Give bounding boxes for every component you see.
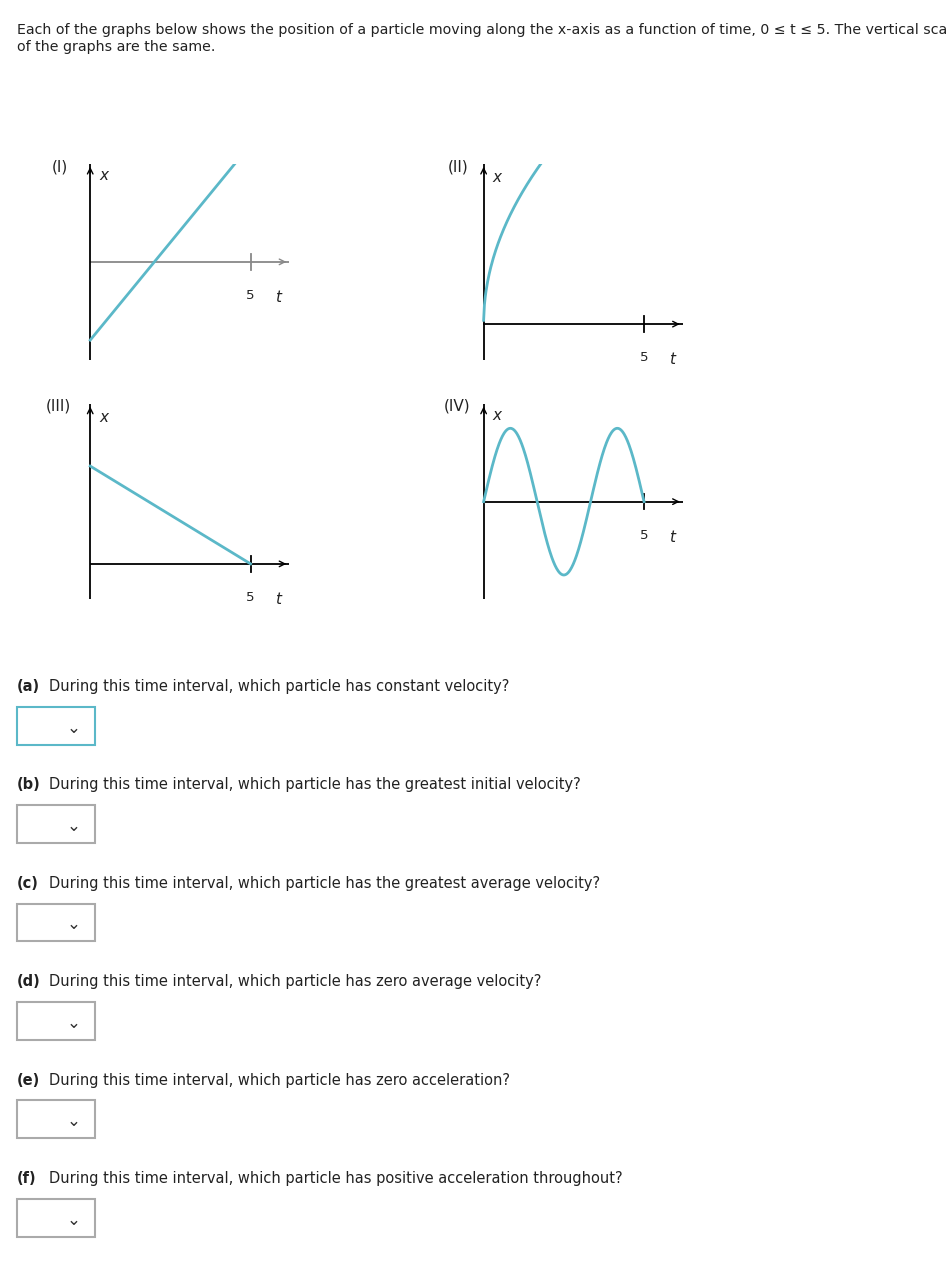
Text: (III): (III) — [46, 399, 71, 414]
Text: During this time interval, which particle has zero acceleration?: During this time interval, which particl… — [49, 1073, 510, 1088]
Text: During this time interval, which particle has constant velocity?: During this time interval, which particl… — [49, 679, 510, 694]
Text: During this time interval, which particle has zero average velocity?: During this time interval, which particl… — [49, 974, 541, 989]
Text: ⌄: ⌄ — [66, 1013, 80, 1032]
Text: 5: 5 — [246, 289, 255, 303]
Text: During this time interval, which particle has the greatest initial velocity?: During this time interval, which particl… — [49, 777, 581, 793]
Text: ⌄: ⌄ — [66, 1210, 80, 1229]
Text: (f): (f) — [17, 1171, 37, 1186]
Text: 5: 5 — [640, 529, 648, 543]
Text: (I): (I) — [52, 159, 68, 174]
Text: (c): (c) — [17, 876, 39, 891]
Text: $t$: $t$ — [275, 592, 283, 607]
Text: (b): (b) — [17, 777, 41, 793]
Text: $x$: $x$ — [492, 170, 503, 186]
Text: ⌄: ⌄ — [66, 915, 80, 934]
Text: ⌄: ⌄ — [66, 1112, 80, 1131]
Text: ⌄: ⌄ — [66, 817, 80, 835]
Text: (II): (II) — [447, 159, 468, 174]
Text: $t$: $t$ — [668, 352, 677, 367]
Text: During this time interval, which particle has the greatest average velocity?: During this time interval, which particl… — [49, 876, 600, 891]
Text: $t$: $t$ — [275, 289, 283, 305]
Text: ⌄: ⌄ — [66, 718, 80, 737]
Text: 5: 5 — [246, 592, 255, 604]
Text: $x$: $x$ — [492, 408, 503, 423]
Text: (a): (a) — [17, 679, 40, 694]
Text: Each of the graphs below shows the position of a particle moving along the x-axi: Each of the graphs below shows the posit… — [17, 23, 948, 37]
Text: 5: 5 — [640, 352, 648, 365]
Text: (d): (d) — [17, 974, 41, 989]
Text: (IV): (IV) — [444, 399, 470, 414]
Text: (e): (e) — [17, 1073, 41, 1088]
Text: During this time interval, which particle has positive acceleration throughout?: During this time interval, which particl… — [49, 1171, 623, 1186]
Text: $t$: $t$ — [668, 529, 677, 545]
Text: $x$: $x$ — [99, 168, 110, 183]
Text: $x$: $x$ — [99, 410, 110, 425]
Text: of the graphs are the same.: of the graphs are the same. — [17, 40, 215, 54]
